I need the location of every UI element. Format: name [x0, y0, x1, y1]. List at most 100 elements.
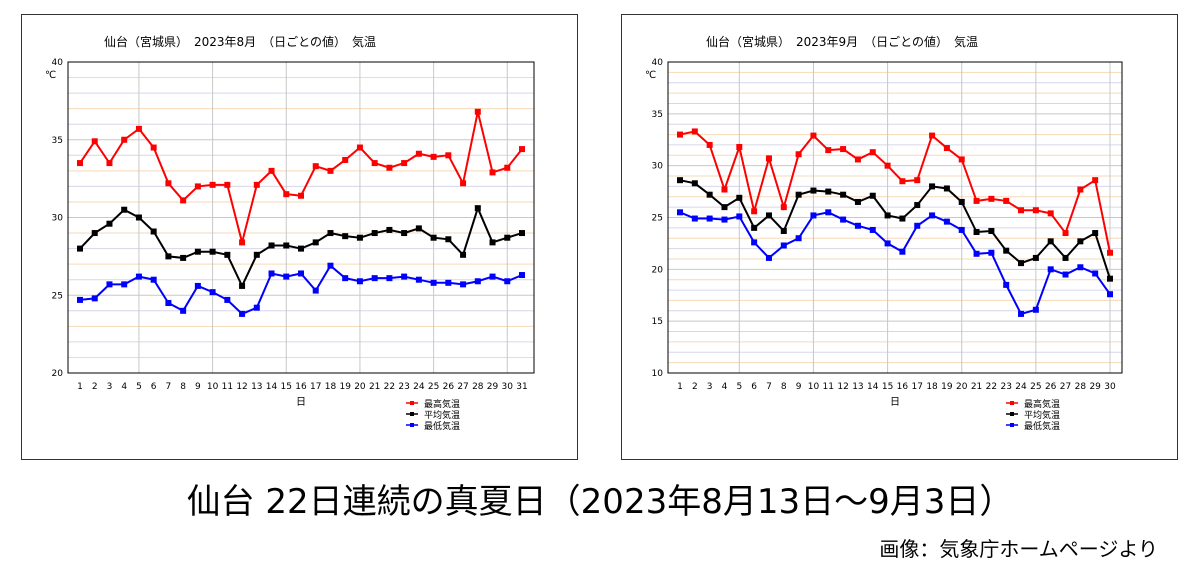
data-point	[1018, 260, 1025, 267]
data-point	[415, 225, 422, 232]
data-point	[1107, 275, 1113, 282]
x-tick-label: 23	[398, 382, 409, 392]
data-point	[691, 180, 698, 187]
x-tick-label: 17	[912, 382, 923, 392]
data-point	[504, 234, 511, 241]
plot-frame	[667, 61, 1123, 374]
data-point	[150, 144, 157, 151]
x-tick-label: 19	[339, 382, 351, 392]
data-point	[180, 307, 187, 314]
data-point	[914, 202, 921, 209]
data-point	[1062, 254, 1069, 261]
data-point	[795, 235, 802, 242]
y-tick-label: 25	[52, 291, 63, 301]
data-point	[445, 152, 452, 159]
data-point	[869, 149, 876, 156]
x-tick-label: 30	[1104, 382, 1116, 392]
chart-august-panel: 仙台（宮城県） 2023年8月 （日ごとの値） 気温 ℃ 20 25 30 35 40 1 2 3…	[21, 14, 578, 460]
data-point	[91, 295, 98, 302]
data-point	[121, 281, 128, 288]
data-point	[371, 275, 378, 282]
data-point	[929, 183, 936, 190]
data-point	[943, 185, 950, 192]
x-tick-label: 31	[516, 382, 527, 392]
data-point	[914, 177, 921, 184]
data-point	[1003, 281, 1010, 288]
data-point	[401, 273, 408, 280]
data-point	[180, 254, 187, 261]
legend-label: 最高気温	[424, 398, 460, 410]
data-point	[1092, 177, 1099, 184]
data-point	[283, 242, 290, 249]
data-point	[1018, 207, 1025, 214]
x-tick-label: 11	[222, 382, 233, 392]
legend-label: 平均気温	[1024, 409, 1060, 421]
data-point	[401, 160, 408, 167]
series-line	[79, 111, 523, 243]
data-point	[253, 304, 260, 311]
data-point	[677, 131, 683, 138]
series-line	[679, 179, 1111, 279]
legend-label: 最高気温	[1024, 398, 1060, 410]
data-point	[973, 250, 980, 257]
data-point	[401, 230, 408, 237]
data-point	[706, 141, 713, 148]
data-point	[780, 204, 787, 211]
x-tick-label: 22	[986, 382, 997, 392]
x-tick-label: 17	[310, 382, 321, 392]
data-point	[869, 192, 876, 199]
y-tick-label: 20	[652, 265, 664, 275]
data-point	[474, 278, 481, 285]
data-point	[91, 138, 98, 145]
y-tick-label: 35	[652, 110, 663, 120]
data-point	[765, 254, 772, 261]
data-point	[298, 245, 304, 252]
data-point	[327, 262, 334, 269]
data-point	[706, 215, 713, 222]
data-point	[224, 251, 231, 258]
data-point	[677, 177, 683, 184]
data-point	[884, 212, 891, 219]
data-point	[1077, 264, 1084, 271]
data-point	[677, 209, 683, 216]
data-point	[239, 239, 246, 246]
x-tick-label: 14	[867, 382, 879, 392]
x-tick-label: 7	[766, 382, 772, 392]
data-point	[430, 279, 437, 286]
data-point	[721, 204, 728, 211]
data-point	[239, 310, 246, 317]
legend-swatch-marker	[1010, 401, 1014, 405]
data-point	[430, 234, 437, 241]
data-point	[973, 197, 980, 204]
data-point	[810, 212, 817, 219]
data-point	[988, 195, 995, 202]
series-line	[679, 130, 1111, 253]
data-point	[121, 136, 128, 143]
x-tick-label: 27	[1060, 382, 1071, 392]
data-point	[430, 153, 437, 160]
x-tick-label: 3	[107, 382, 113, 392]
data-point	[810, 132, 817, 139]
data-point	[253, 181, 260, 188]
data-point	[342, 156, 349, 163]
data-point	[795, 151, 802, 158]
x-tick-label: 10	[808, 382, 820, 392]
data-point	[751, 208, 758, 215]
data-point	[736, 213, 743, 220]
x-tick-label: 16	[295, 382, 307, 392]
data-point	[298, 270, 304, 277]
data-point	[943, 145, 950, 152]
data-point	[239, 282, 246, 289]
data-point	[958, 156, 965, 163]
data-point	[356, 144, 363, 151]
data-point	[840, 191, 847, 198]
x-tick-label: 9	[796, 382, 802, 392]
x-tick-label: 7	[166, 382, 172, 392]
data-point	[312, 239, 319, 246]
data-point	[283, 273, 290, 280]
data-point	[751, 224, 758, 231]
data-point	[209, 289, 216, 296]
data-point	[854, 222, 861, 229]
chart-title: 仙台（宮城県） 2023年9月 （日ごとの値） 気温	[706, 34, 978, 49]
y-tick-label: 15	[652, 317, 663, 327]
